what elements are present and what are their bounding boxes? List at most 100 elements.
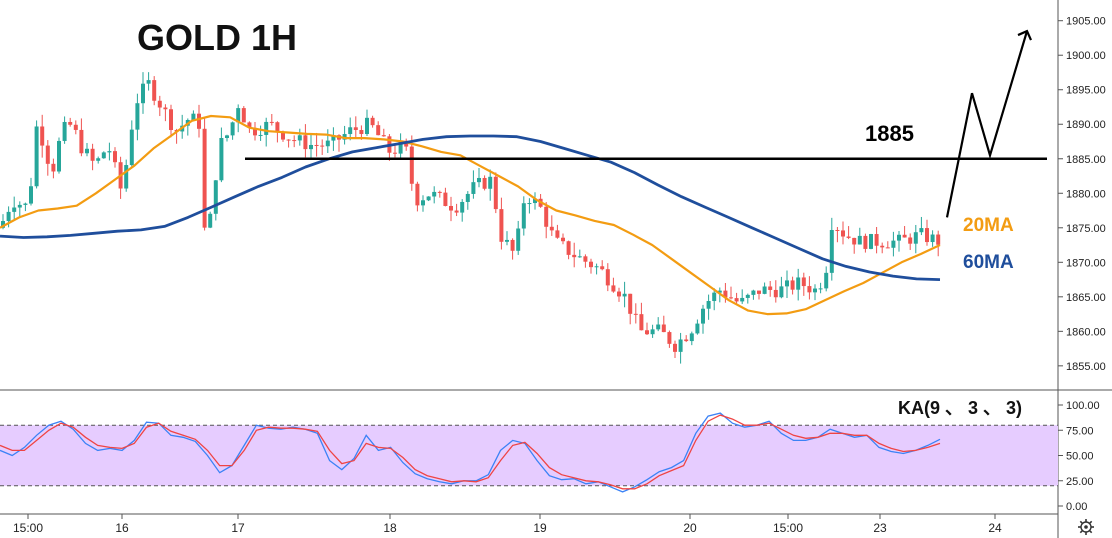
candle-body [516,228,521,251]
indicator-tick-label: 100.00 [1066,400,1100,412]
projection-arrow [945,29,1033,218]
candle-body [62,121,67,141]
candle-body [533,198,537,204]
indicator-lines [0,412,941,493]
indicator-axis-ticks: 0.00 25.00 50.00 75.00 100.00 [1058,400,1100,513]
time-tick-label: 19 [533,521,547,535]
candle-body [561,237,565,242]
candle-body [320,145,325,147]
candle-body [17,204,22,208]
candle-body [807,286,812,293]
candle-body [426,196,431,201]
candle-body [57,140,61,172]
candle-body [381,135,386,137]
candle-body [465,193,470,202]
candle-body [68,121,73,125]
candle-body [633,313,638,315]
candle-body [163,107,168,110]
candle-body [236,108,241,123]
candle-body [729,297,733,299]
candle-body [286,139,291,141]
candle-body [415,183,420,206]
candle-body [919,228,924,233]
candle-body [6,211,11,222]
candle-body [247,122,252,128]
candle-body [628,293,633,314]
candle-body [824,272,829,289]
candle-body [325,140,330,147]
candle-body [684,339,689,342]
time-tick-label: 15:00 [773,521,803,535]
indicator-band [0,425,1058,486]
candle-body [701,308,705,324]
candle-body [454,210,459,213]
candle-body [846,236,851,238]
indicator-tick-label: 0.00 [1066,501,1087,513]
candle-body [656,324,661,330]
time-tick-label: 16 [115,521,129,535]
price-tick-label: 1905.00 [1066,16,1106,28]
chart-title: GOLD 1H [137,17,297,58]
candle-body [275,122,280,132]
indicator-tick-label: 75.00 [1066,425,1094,437]
candle-body [96,158,101,161]
time-tick-label: 18 [383,521,397,535]
candle-body [555,230,560,238]
candle-body [667,332,672,344]
candle-body [281,131,285,140]
candle-body [813,288,817,293]
settings-gear-icon[interactable] [1078,519,1094,535]
candle-body [443,192,448,206]
candle-body [740,297,745,302]
candle-body [342,134,347,140]
candle-body [600,266,605,270]
candle-body [885,247,890,249]
candle-body [841,230,845,237]
candle-body [527,203,532,205]
candle-body [309,144,313,150]
ma-line-20ma [0,114,941,316]
candle-body [241,108,246,123]
price-tick-label: 1900.00 [1066,50,1106,62]
candle-body [85,148,89,154]
moving-averages [0,114,941,316]
candlesticks [1,72,941,364]
candle-body [393,152,397,154]
candle-body [365,117,369,135]
price-tick-label: 1855.00 [1066,361,1106,373]
candle-body [499,209,504,242]
candle-body [258,134,263,136]
candle-body [605,269,610,286]
candle-body [208,213,213,228]
candle-body [146,80,151,84]
candle-body [645,330,649,335]
indicator-line-d [0,414,941,490]
candle-body [253,127,257,136]
candle-body [493,176,498,210]
candle-body [622,293,627,297]
candle-body [852,237,857,245]
candle-body [376,125,381,136]
candle-body [101,152,106,159]
candle-body [801,277,806,287]
candle-body [488,176,493,189]
candle-body [678,339,683,352]
candle-body [594,266,599,268]
candle-body [51,163,56,172]
candle-body [785,280,789,287]
candle-body [303,135,308,150]
time-axis-ticks: 15:00 16 17 18 19 20 15:00 23 24 [13,514,1002,535]
candle-body [572,254,577,258]
time-tick-label: 20 [683,521,697,535]
time-tick-label: 17 [231,521,245,535]
candle-body [773,289,778,298]
candle-body [152,80,157,101]
candle-body [129,129,134,166]
candle-body [891,240,896,248]
candle-body [857,235,862,245]
candle-body [745,294,750,298]
candle-body [90,148,95,161]
time-tick-label: 15:00 [13,521,43,535]
price-axis-ticks: 1855.00 1860.00 1865.00 1870.00 1875.00 1880.… [1058,16,1106,373]
